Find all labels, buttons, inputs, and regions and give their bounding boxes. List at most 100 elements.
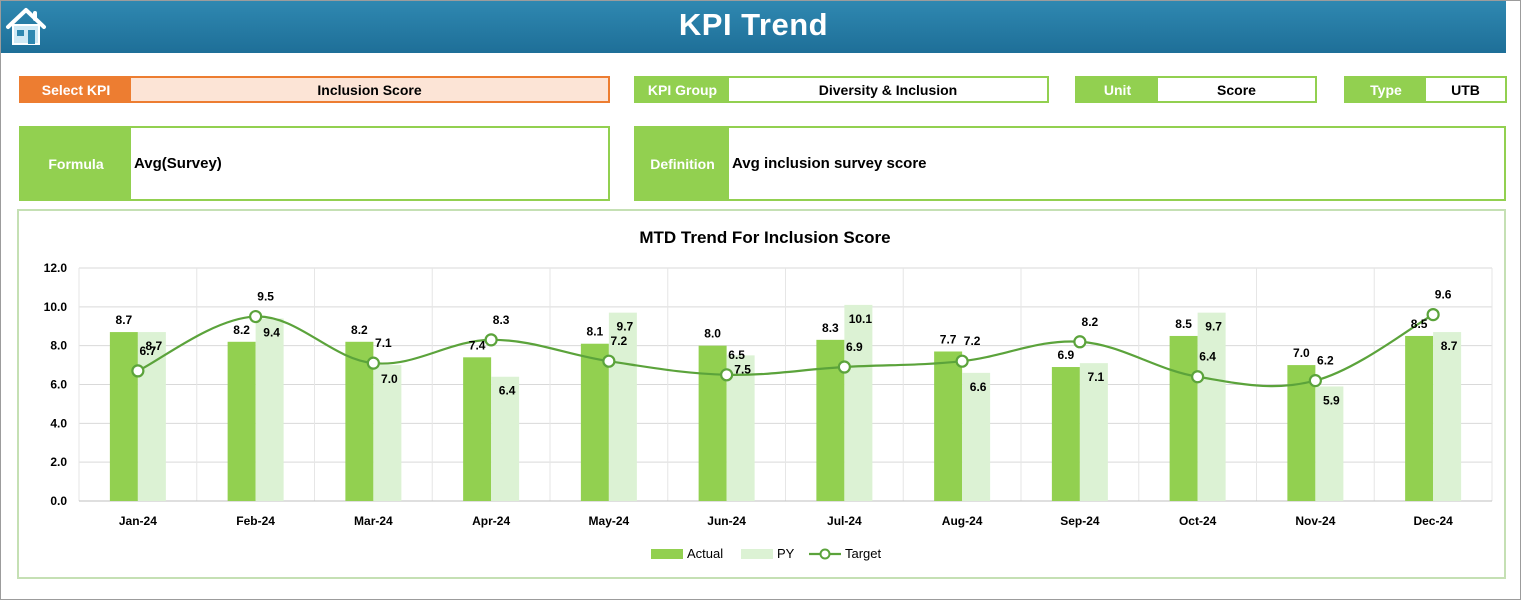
actual-data-label: 8.2: [233, 323, 250, 337]
py-data-label: 5.9: [1323, 393, 1340, 407]
actual-bar: [1405, 335, 1434, 501]
formula-value: Avg(Survey): [134, 155, 222, 172]
type-value: UTB: [1451, 81, 1480, 98]
x-tick-label: May-24: [589, 514, 630, 528]
py-data-label: 7.5: [734, 362, 751, 376]
kpi-group-field: KPI Group Diversity & Inclusion: [634, 76, 1049, 103]
select-kpi-label: Select KPI: [21, 78, 131, 101]
unit-field: Unit Score: [1075, 76, 1317, 103]
actual-data-label: 8.5: [1175, 317, 1192, 331]
grid-lines: [78, 267, 1493, 502]
y-tick-label: 6.0: [50, 378, 67, 392]
target-data-label: 7.1: [375, 336, 392, 350]
py-bar: [844, 304, 873, 501]
actual-bar: [934, 351, 963, 501]
y-tick-label: 2.0: [50, 455, 67, 469]
select-kpi-field: Select KPI Inclusion Score: [19, 76, 610, 103]
target-data-label: 6.9: [846, 340, 863, 354]
x-tick-label: Sep-24: [1060, 514, 1100, 528]
x-tick-label: Jul-24: [827, 514, 862, 528]
chart-title: MTD Trend For Inclusion Score: [639, 228, 890, 247]
kpi-group-value: Diversity & Inclusion: [818, 81, 958, 98]
target-line: [137, 313, 1434, 388]
definition-field: Definition Avg inclusion survey score: [634, 126, 1506, 201]
x-tick-label: Jun-24: [707, 514, 746, 528]
definition-label: Definition: [636, 128, 729, 199]
py-data-label: 7.0: [381, 372, 398, 386]
home-icon[interactable]: [4, 5, 48, 47]
target-data-label: 7.2: [964, 334, 981, 348]
page-title: KPI Trend: [678, 7, 829, 42]
formula-label: Formula: [21, 128, 131, 199]
target-marker: [720, 368, 734, 382]
target-marker: [1426, 307, 1440, 322]
target-marker: [484, 333, 498, 347]
actual-data-label: 8.5: [1411, 317, 1428, 331]
header-bar: KPI Trend: [1, 1, 1506, 53]
actual-bar: [109, 332, 138, 501]
actual-bar: [1051, 367, 1080, 501]
actual-data-label: 8.7: [116, 313, 133, 327]
target-data-label: 6.5: [728, 348, 745, 362]
target-marker: [131, 364, 145, 378]
x-axis-ticks: Jan-24 Feb-24 Mar-24 Apr-24 May-24 Jun-24 Jul-…: [119, 514, 1453, 528]
y-tick-label: 0.0: [50, 494, 67, 508]
actual-data-label: 7.0: [1293, 346, 1310, 360]
actual-data-label: 7.7: [940, 332, 957, 346]
target-marker: [1073, 335, 1087, 349]
x-tick-label: Nov-24: [1295, 514, 1335, 528]
target-marker: [602, 354, 616, 368]
py-bar: [1197, 312, 1226, 501]
target-data-label: 6.7: [140, 344, 157, 358]
py-bar: [1079, 363, 1108, 501]
legend-swatch-py: [741, 549, 773, 559]
select-kpi-dropdown[interactable]: Inclusion Score: [131, 78, 608, 101]
actual-bar: [698, 345, 727, 501]
type-field: Type UTB: [1344, 76, 1507, 103]
target-marker: [1191, 370, 1205, 384]
py-data-label: 8.7: [146, 339, 163, 353]
unit-label: Unit: [1077, 78, 1158, 101]
py-data-label: 8.7: [1441, 339, 1458, 353]
x-tick-label: Apr-24: [472, 514, 510, 528]
py-data-label: 9.7: [1205, 320, 1222, 334]
definition-value: Avg inclusion survey score: [732, 155, 927, 172]
y-tick-label: 10.0: [44, 300, 68, 314]
x-tick-label: Jan-24: [119, 514, 157, 528]
py-bar: [608, 312, 637, 501]
target-marker: [955, 354, 969, 368]
kpi-group-label: KPI Group: [636, 78, 729, 101]
x-tick-label: Aug-24: [942, 514, 983, 528]
legend-label-target: Target: [845, 546, 882, 561]
x-tick-label: Feb-24: [236, 514, 275, 528]
x-tick-label: Dec-24: [1413, 514, 1453, 528]
py-bar: [137, 332, 166, 501]
target-data-label: 6.4: [1199, 350, 1216, 364]
y-tick-label: 4.0: [50, 416, 67, 430]
py-bar: [491, 376, 520, 501]
target-data-label: 9.6: [1435, 288, 1452, 302]
py-bar: [255, 318, 284, 501]
py-data-label: 10.1: [849, 312, 873, 326]
py-data-label: 9.4: [263, 325, 280, 339]
chart-legend: Actual PY Target: [651, 546, 882, 561]
py-bar: [962, 372, 991, 501]
target-marker: [249, 309, 263, 324]
actual-data-label: 7.4: [469, 338, 486, 352]
y-axis-ticks: 0.0 2.0 4.0 6.0 8.0 10.0 12.0: [44, 261, 68, 508]
py-data-label: 6.4: [499, 384, 516, 398]
legend-swatch-actual: [651, 549, 683, 559]
actual-data-label: 8.3: [822, 321, 839, 335]
actual-bar: [1287, 365, 1316, 501]
py-bar: [1315, 386, 1344, 501]
legend-swatch-target-marker: [819, 548, 831, 560]
actual-bar: [1169, 335, 1198, 501]
target-data-label: 8.3: [493, 313, 510, 327]
target-marker: [837, 360, 851, 374]
actual-bar: [580, 343, 609, 501]
actual-data-label: 6.9: [1058, 348, 1075, 362]
unit-value: Score: [1217, 81, 1256, 98]
actual-bar: [345, 341, 374, 501]
type-label: Type: [1346, 78, 1426, 101]
